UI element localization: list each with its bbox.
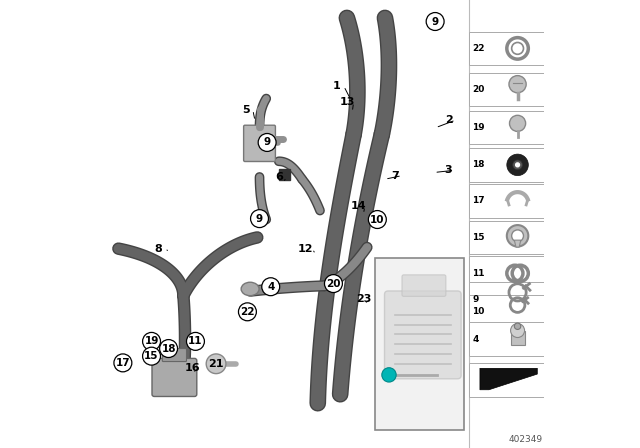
Text: 20: 20 <box>472 85 484 94</box>
Bar <box>468 111 544 144</box>
Circle shape <box>515 323 521 329</box>
Text: 19: 19 <box>145 336 159 346</box>
Text: 3: 3 <box>444 165 451 175</box>
Text: 22: 22 <box>472 44 485 53</box>
Text: 21: 21 <box>208 359 224 369</box>
Text: 4: 4 <box>267 282 275 292</box>
Text: 10: 10 <box>370 215 385 224</box>
Text: 19: 19 <box>472 123 485 132</box>
Circle shape <box>507 154 528 176</box>
Text: 12: 12 <box>298 244 314 254</box>
Text: 17: 17 <box>116 358 130 368</box>
Circle shape <box>143 347 161 365</box>
Text: 5: 5 <box>243 105 250 115</box>
Bar <box>468 221 544 254</box>
FancyBboxPatch shape <box>402 275 446 297</box>
Text: 4: 4 <box>472 335 479 344</box>
Text: 9: 9 <box>431 17 438 26</box>
Text: 20: 20 <box>326 279 340 289</box>
Circle shape <box>239 303 257 321</box>
Text: 15: 15 <box>472 233 485 242</box>
Text: 402349: 402349 <box>509 435 543 444</box>
Circle shape <box>509 115 525 131</box>
Ellipse shape <box>241 282 259 296</box>
Text: 10: 10 <box>472 307 484 316</box>
Circle shape <box>262 278 280 296</box>
Text: 23: 23 <box>356 294 372 304</box>
Text: 17: 17 <box>472 196 485 205</box>
Circle shape <box>159 340 177 358</box>
Circle shape <box>511 323 525 337</box>
Circle shape <box>369 211 387 228</box>
Circle shape <box>382 368 396 382</box>
FancyBboxPatch shape <box>385 291 461 379</box>
Text: 18: 18 <box>161 344 176 353</box>
Circle shape <box>258 134 276 151</box>
FancyBboxPatch shape <box>152 358 197 396</box>
Circle shape <box>426 13 444 30</box>
Text: 8: 8 <box>154 244 162 254</box>
Text: 14: 14 <box>350 201 366 211</box>
Text: 7: 7 <box>392 171 399 181</box>
Text: 15: 15 <box>144 351 159 361</box>
Bar <box>279 169 289 180</box>
Text: 11: 11 <box>188 336 203 346</box>
FancyBboxPatch shape <box>244 125 275 162</box>
Circle shape <box>511 43 524 54</box>
Bar <box>468 184 544 217</box>
Circle shape <box>511 230 524 242</box>
Text: 2: 2 <box>445 115 453 125</box>
Bar <box>468 31 544 65</box>
Circle shape <box>206 354 226 374</box>
Circle shape <box>513 160 522 170</box>
Circle shape <box>186 332 204 350</box>
Text: 9: 9 <box>264 138 271 147</box>
Text: 18: 18 <box>472 160 485 169</box>
Text: 16: 16 <box>184 363 200 373</box>
Polygon shape <box>515 240 521 247</box>
Text: 11: 11 <box>472 269 485 278</box>
Bar <box>468 148 544 182</box>
Text: 9: 9 <box>472 295 479 304</box>
Circle shape <box>143 332 161 350</box>
Text: 22: 22 <box>240 307 255 317</box>
Bar <box>468 256 544 290</box>
Bar <box>468 295 544 328</box>
FancyBboxPatch shape <box>163 349 186 362</box>
Circle shape <box>516 163 520 167</box>
Bar <box>374 258 464 430</box>
Text: 13: 13 <box>339 97 355 107</box>
Text: 1: 1 <box>333 81 341 91</box>
Text: 6: 6 <box>276 172 284 182</box>
Polygon shape <box>511 331 525 345</box>
Polygon shape <box>480 367 538 390</box>
Bar <box>468 323 544 356</box>
Circle shape <box>324 275 342 293</box>
Bar <box>468 283 544 316</box>
Circle shape <box>250 210 269 228</box>
Circle shape <box>509 76 526 93</box>
Bar <box>468 363 544 397</box>
Circle shape <box>114 354 132 372</box>
Text: 9: 9 <box>256 214 263 224</box>
Circle shape <box>507 225 528 246</box>
Bar <box>468 73 544 107</box>
